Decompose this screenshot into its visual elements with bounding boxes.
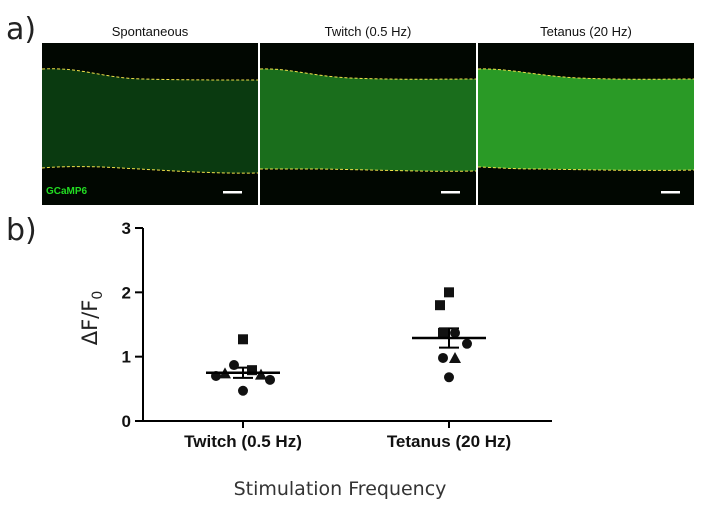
y-axis-label: ΔF/F0 bbox=[78, 291, 106, 346]
upper-boundary-line bbox=[478, 68, 694, 80]
tissue-region bbox=[260, 68, 476, 172]
data-point-circle bbox=[229, 360, 239, 371]
scale-bar bbox=[223, 191, 242, 194]
data-point-triangle bbox=[255, 368, 267, 380]
y-tick-label: 2 bbox=[122, 283, 131, 302]
data-point-square bbox=[238, 334, 248, 345]
data-point-square bbox=[435, 300, 445, 311]
data-point-circle bbox=[450, 327, 460, 338]
data-point-circle bbox=[265, 374, 275, 385]
stain-label: GCaMP6 bbox=[46, 186, 88, 197]
x-axis-label: Stimulation Frequency bbox=[234, 478, 447, 500]
y-tick-label: 3 bbox=[122, 219, 131, 238]
lower-boundary-line bbox=[478, 166, 694, 171]
data-point-circle bbox=[238, 385, 248, 396]
data-point-square bbox=[247, 365, 257, 376]
y-axis-label-subscript: 0 bbox=[90, 291, 106, 300]
lower-boundary-line bbox=[42, 166, 258, 174]
image-title-twitch: Twitch (0.5 Hz) bbox=[324, 24, 412, 39]
y-tick-label: 1 bbox=[122, 348, 131, 367]
data-point-triangle bbox=[449, 351, 461, 363]
scale-bar bbox=[441, 191, 460, 194]
micrograph-tetanus bbox=[478, 43, 694, 205]
x-tick-label: Twitch (0.5 Hz) bbox=[184, 432, 302, 451]
image-title-spontaneous: Spontaneous bbox=[111, 24, 189, 39]
tissue-region bbox=[42, 68, 258, 174]
y-tick-label: 0 bbox=[122, 412, 131, 431]
image-title-tetanus: Tetanus (20 Hz) bbox=[540, 24, 632, 39]
tissue-region bbox=[478, 68, 694, 171]
upper-boundary-line bbox=[260, 68, 476, 80]
panel-label-a: a) bbox=[6, 12, 37, 47]
data-point-square bbox=[438, 327, 448, 338]
upper-boundary-line bbox=[42, 68, 258, 81]
panel-label-b: b) bbox=[6, 213, 37, 248]
scale-bar bbox=[661, 191, 680, 194]
data-point-circle bbox=[462, 338, 472, 349]
y-axis-label-main: ΔF/F bbox=[78, 300, 102, 346]
data-point-circle bbox=[438, 352, 448, 363]
data-point-square bbox=[444, 287, 454, 298]
micrograph-spontaneous: GCaMP6 bbox=[42, 43, 258, 205]
lower-boundary-line bbox=[260, 168, 476, 172]
x-tick-label: Tetanus (20 Hz) bbox=[387, 432, 511, 451]
data-point-circle bbox=[444, 372, 454, 383]
micrograph-twitch bbox=[260, 43, 476, 205]
